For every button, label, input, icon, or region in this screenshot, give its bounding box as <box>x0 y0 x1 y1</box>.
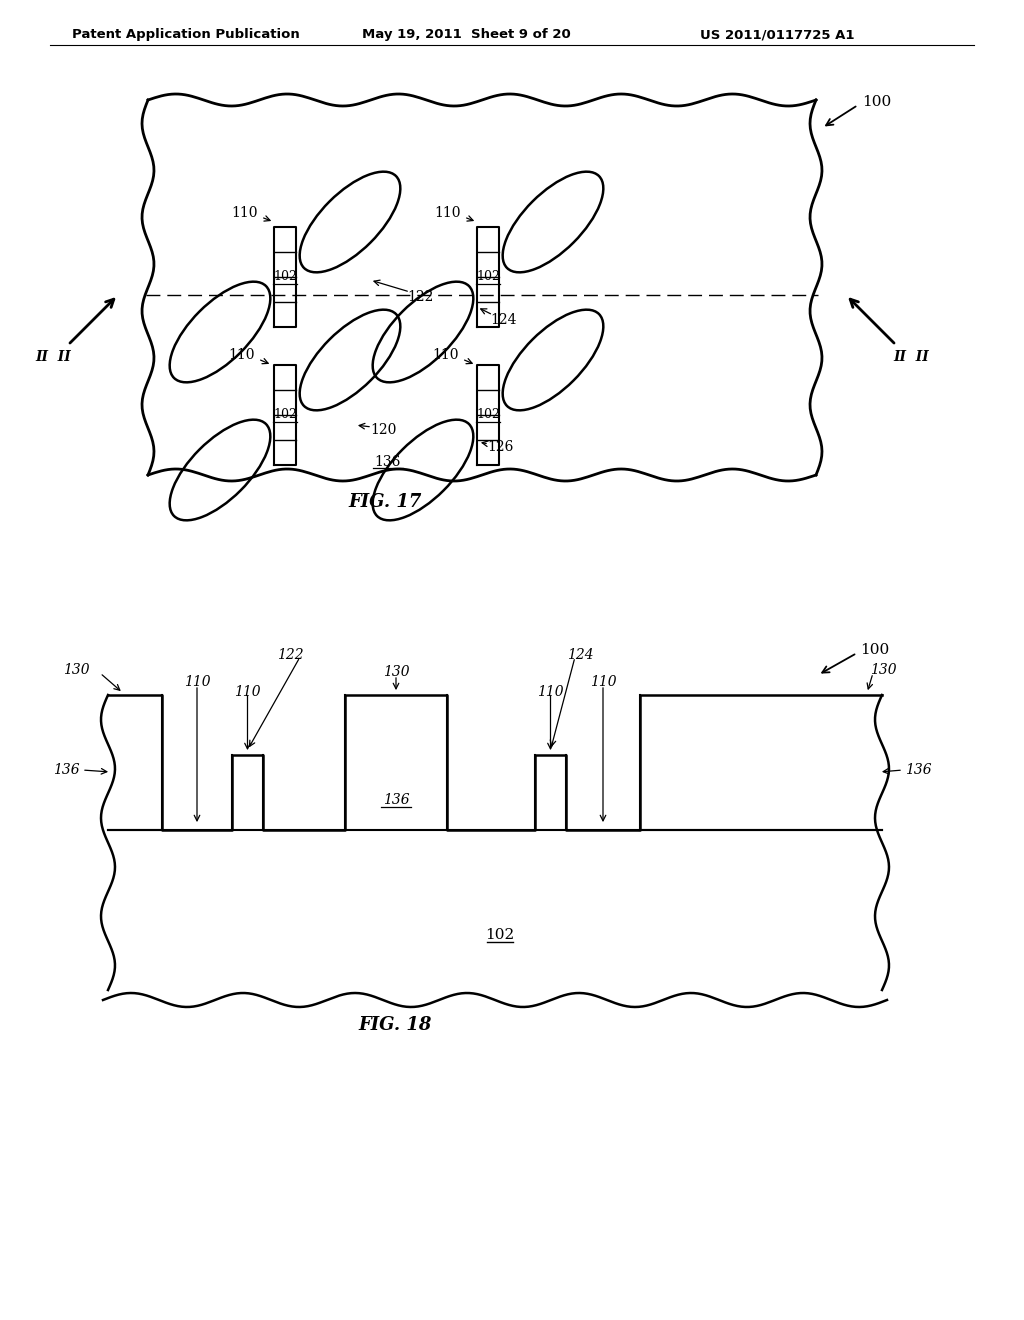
Text: II  II: II II <box>35 350 71 364</box>
Text: 100: 100 <box>862 95 891 110</box>
Text: 122: 122 <box>276 648 303 663</box>
Text: 110: 110 <box>231 206 258 220</box>
Text: Patent Application Publication: Patent Application Publication <box>72 28 300 41</box>
Text: 136: 136 <box>905 763 932 777</box>
Text: 102: 102 <box>273 408 297 421</box>
Text: 102: 102 <box>273 271 297 284</box>
Text: 130: 130 <box>63 663 90 677</box>
Text: 130: 130 <box>383 665 410 678</box>
Text: 102: 102 <box>485 928 515 942</box>
Text: FIG. 17: FIG. 17 <box>348 492 422 511</box>
Text: 110: 110 <box>228 348 255 362</box>
Text: 110: 110 <box>434 206 461 220</box>
Text: 122: 122 <box>407 290 433 304</box>
Text: FIG. 18: FIG. 18 <box>358 1016 432 1034</box>
Text: 124: 124 <box>566 648 593 663</box>
Text: 102: 102 <box>476 408 500 421</box>
Text: 110: 110 <box>538 685 564 700</box>
Text: II  II: II II <box>893 350 929 364</box>
Text: 120: 120 <box>370 422 396 437</box>
Text: 124: 124 <box>490 313 516 327</box>
Text: 110: 110 <box>590 675 616 689</box>
Text: 110: 110 <box>432 348 459 362</box>
Text: 136: 136 <box>53 763 80 777</box>
Text: 110: 110 <box>234 685 261 700</box>
Text: May 19, 2011  Sheet 9 of 20: May 19, 2011 Sheet 9 of 20 <box>362 28 570 41</box>
Text: 126: 126 <box>487 440 513 454</box>
Text: 110: 110 <box>183 675 210 689</box>
Text: 136: 136 <box>375 455 401 469</box>
Text: 130: 130 <box>870 663 897 677</box>
Text: US 2011/0117725 A1: US 2011/0117725 A1 <box>700 28 854 41</box>
Text: 102: 102 <box>476 271 500 284</box>
Text: 100: 100 <box>860 643 889 657</box>
Text: 136: 136 <box>383 793 410 807</box>
